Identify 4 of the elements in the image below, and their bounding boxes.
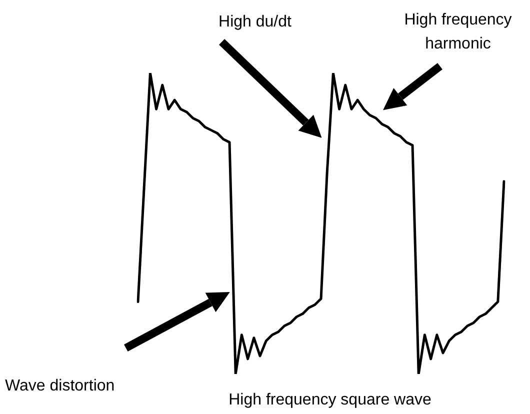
- text: High frequency harmonic: [404, 11, 512, 52]
- text: High du/dt: [218, 13, 292, 30]
- text: Wave distortion: [5, 377, 115, 394]
- text: High frequency square wave: [228, 391, 432, 408]
